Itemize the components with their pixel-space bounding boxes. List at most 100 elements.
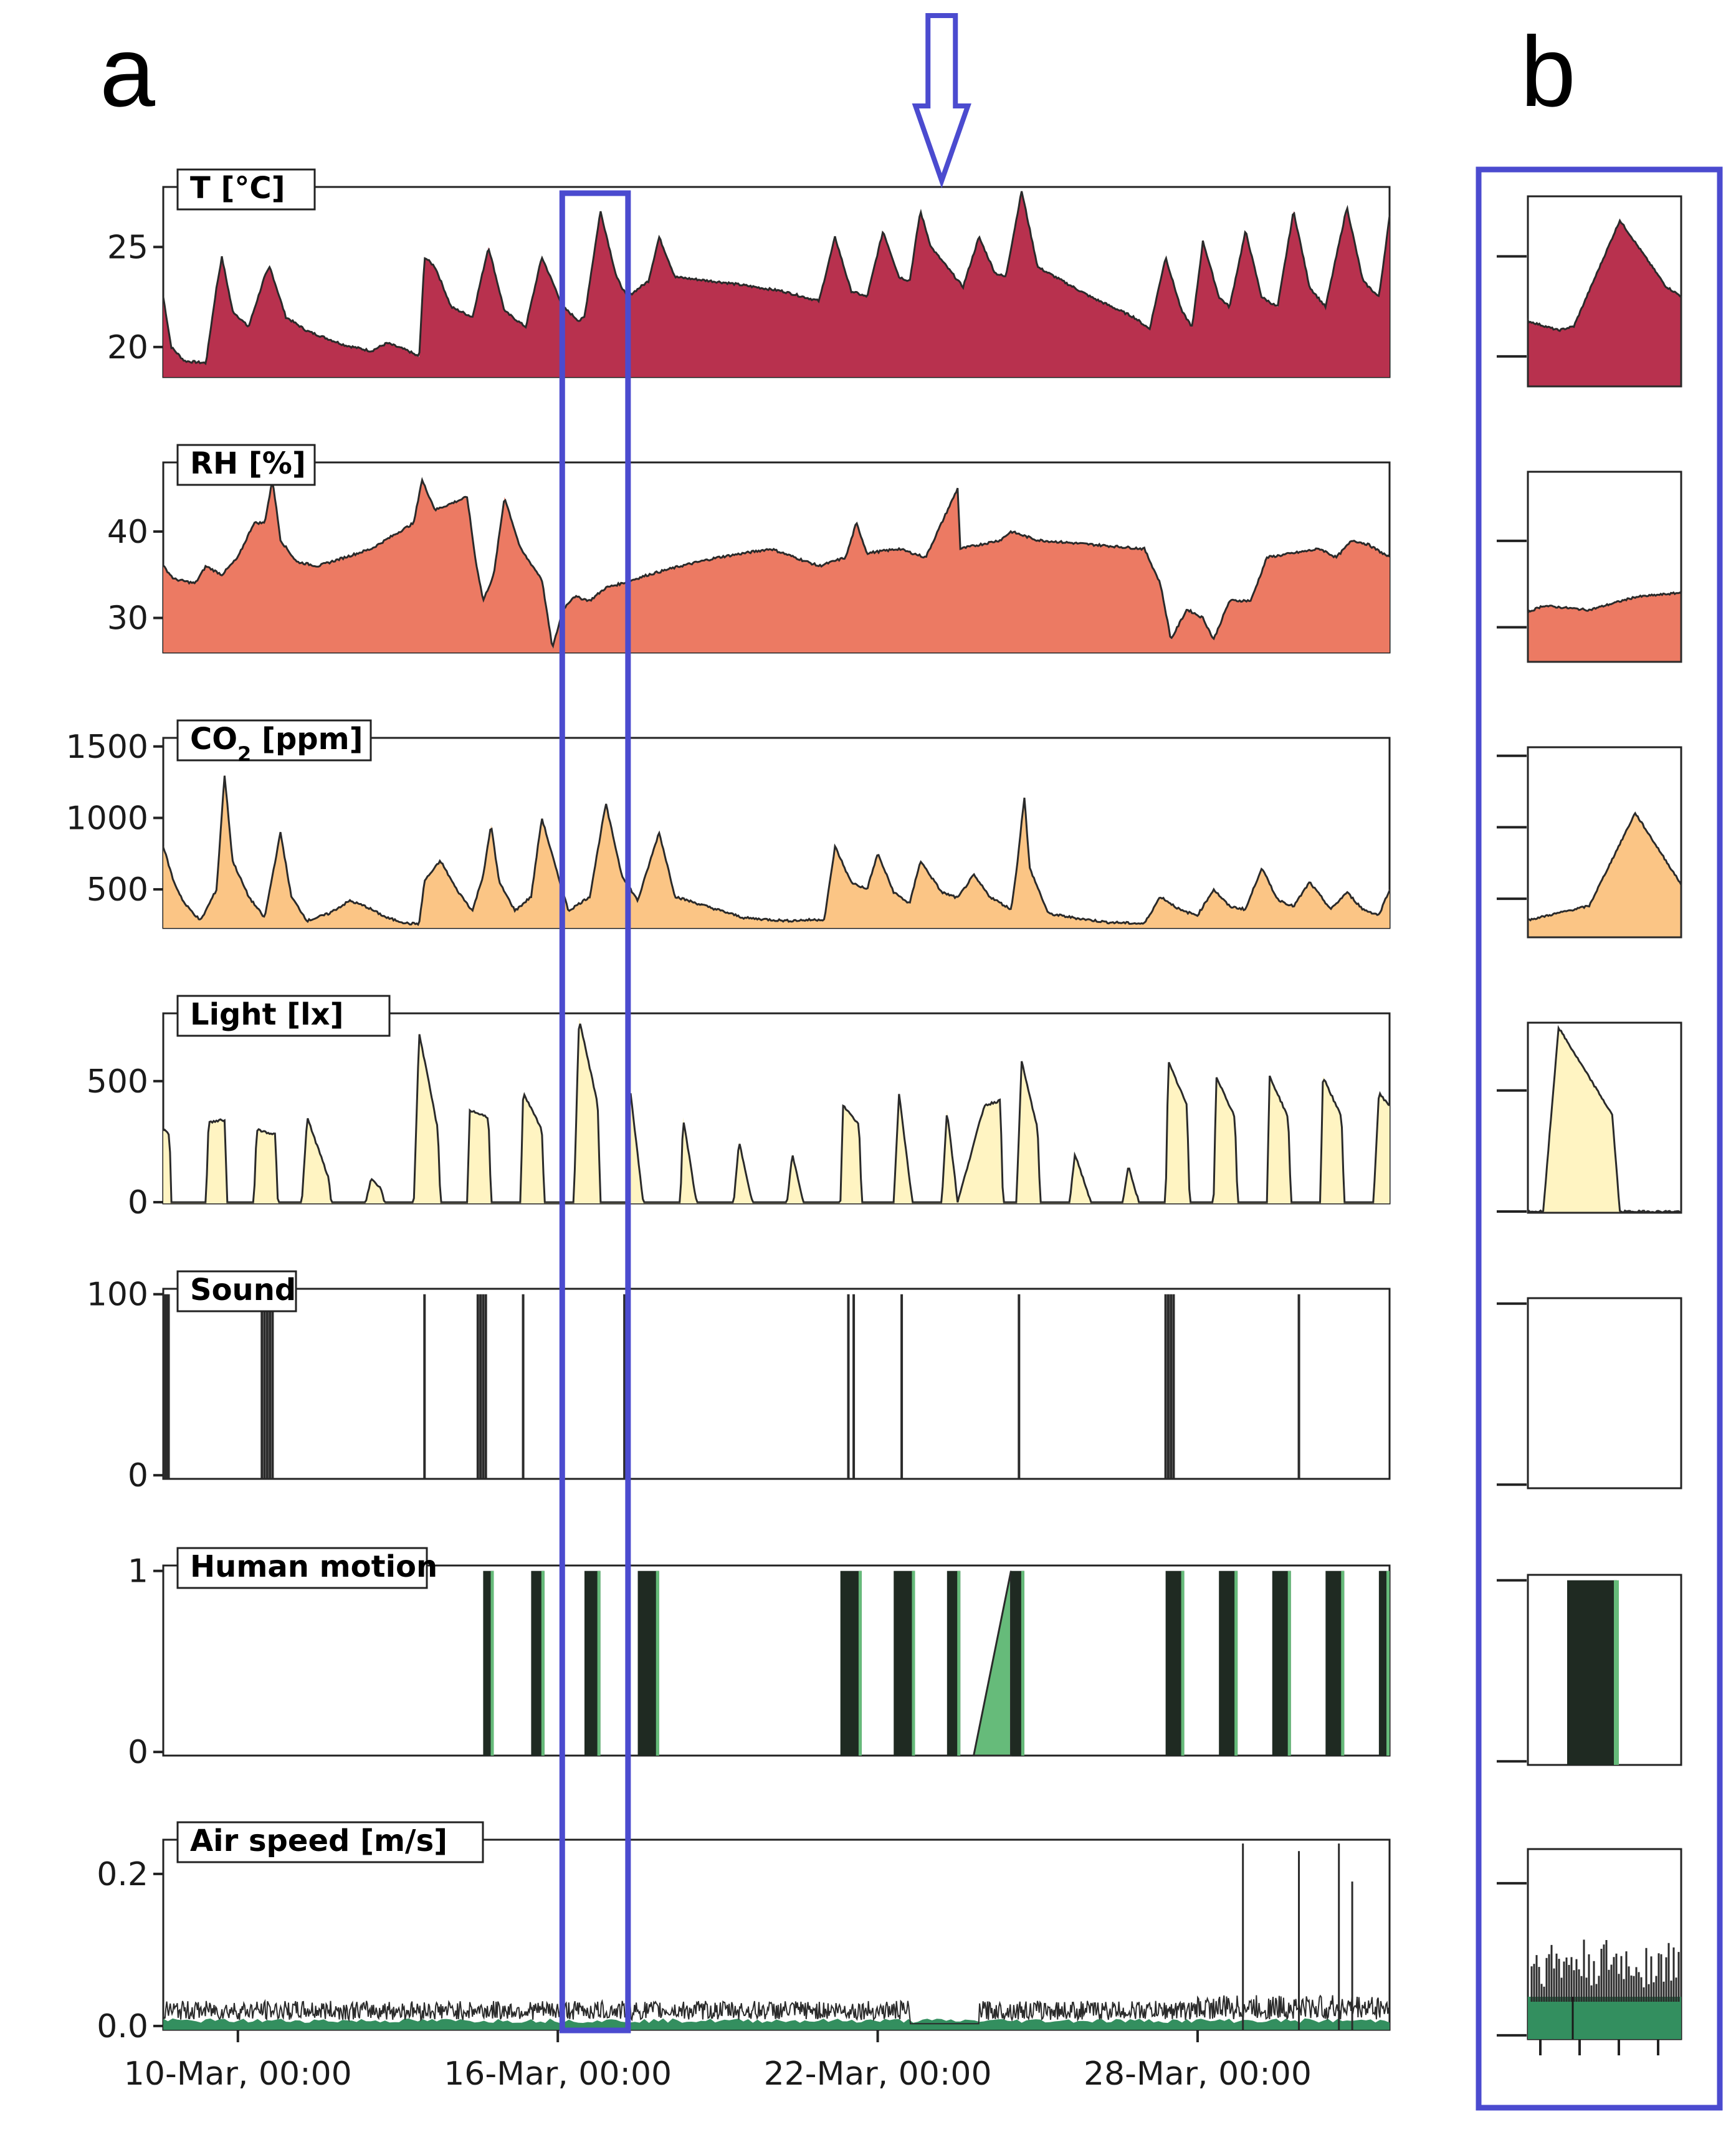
- y-tick-label: 500: [87, 1063, 148, 1101]
- title-text: Human motion: [190, 1549, 437, 1584]
- title-box: [176, 1547, 428, 1589]
- light-title: Light [lx]: [176, 995, 391, 1037]
- motion-block-edge: [490, 1570, 494, 1756]
- panel-a-label: a: [100, 16, 155, 127]
- panel-rh: 30 40 RH [%]: [107, 444, 1391, 654]
- title-box: [176, 1821, 484, 1863]
- title-box: [176, 1270, 297, 1312]
- motion-block: [1011, 1570, 1024, 1756]
- rh-line: [162, 477, 1390, 649]
- motion-block-edge: [656, 1570, 659, 1756]
- co2-title: CO2 [ppm]: [176, 719, 372, 766]
- zoom-rh: [1497, 471, 1682, 663]
- motion-block-edge: [597, 1570, 601, 1756]
- panel-b-label: b: [1520, 16, 1576, 127]
- zoom-area: [1527, 591, 1682, 663]
- motion-block: [531, 1570, 545, 1756]
- x-tick-label: 28-Mar, 00:00: [1084, 2055, 1312, 2093]
- temp-line: [162, 191, 1391, 365]
- title-text: T [°C]: [190, 171, 285, 206]
- plot-frame: [162, 1012, 1391, 1205]
- rh-title: RH [%]: [176, 444, 316, 486]
- zoom-area: [1527, 218, 1682, 388]
- panel-co2: 500 1000 1500 CO2 [ppm]: [66, 719, 1391, 929]
- panel-sound: 0 100 Sound: [87, 1270, 1391, 1494]
- x-tick-label: 22-Mar, 00:00: [764, 2055, 992, 2093]
- y-tick-label: 20: [107, 329, 148, 366]
- title-box: [176, 168, 316, 211]
- y-tick-label: 1000: [66, 800, 148, 837]
- y-tick-label: 0: [128, 1734, 148, 1771]
- motion-title: Human motion: [176, 1547, 437, 1589]
- zoom-area: [1527, 1025, 1682, 1214]
- zoom-area: [1527, 811, 1682, 939]
- plot-frame: [162, 1838, 1391, 2031]
- motion-block-edge: [858, 1570, 862, 1756]
- panel-motion: 0 1 Human motion: [128, 1547, 1391, 1771]
- y-tick-label: 30: [107, 600, 148, 638]
- air-title: Air speed [m/s]: [176, 1821, 484, 1863]
- zoom-sound: [1497, 1297, 1682, 1489]
- title-text: Light [lx]: [190, 997, 344, 1032]
- air-line: [163, 1994, 1390, 2025]
- down-arrow-icon: [912, 13, 971, 189]
- co2-line: [162, 775, 1391, 927]
- zoom-panel-frame: [1476, 166, 1723, 2111]
- shared-x-axis: 10-Mar, 00:00 16-Mar, 00:00 22-Mar, 00:00 2…: [124, 2030, 1312, 2093]
- zoom-light: [1497, 1021, 1682, 1214]
- zoom-air: [1497, 1848, 1682, 2040]
- motion-block-edge: [1181, 1570, 1185, 1756]
- title-box: [176, 995, 391, 1037]
- zoom-panels: [1497, 195, 1682, 2055]
- motion-block-edge: [1234, 1570, 1238, 1756]
- zoom-co2: [1497, 746, 1682, 939]
- subscript-2: 2: [237, 742, 251, 766]
- panel-air: 0.0 0.2 Air speed [m/s]: [97, 1821, 1391, 2045]
- motion-block: [894, 1570, 915, 1756]
- zoom-motion-block: [1567, 1580, 1617, 1765]
- x-tick-label: 16-Mar, 00:00: [444, 2055, 672, 2093]
- y-tick-label: 25: [107, 229, 148, 266]
- motion-block-edge: [1341, 1570, 1345, 1756]
- air-area: [163, 2018, 1390, 2030]
- motion-block: [947, 1570, 961, 1756]
- plot-frame: [162, 1564, 1391, 1757]
- zoom-motion-edge: [1614, 1580, 1619, 1765]
- zoom-frame: [1527, 1297, 1682, 1489]
- x-tick-label: 10-Mar, 00:00: [124, 2055, 352, 2093]
- plot-frame: [162, 737, 1391, 929]
- temp-area: [163, 191, 1390, 377]
- y-tick-label: 0: [128, 1184, 148, 1221]
- sound-title: Sound: [176, 1270, 297, 1312]
- title-text: RH [%]: [190, 446, 306, 481]
- title-box: [176, 719, 372, 762]
- motion-block-edge: [1386, 1570, 1390, 1756]
- co2-area: [163, 775, 1390, 928]
- motion-block-edge: [957, 1570, 961, 1756]
- temp-title: T [°C]: [176, 168, 316, 211]
- title-text: Air speed [m/s]: [190, 1824, 447, 1858]
- motion-block-edge: [912, 1570, 915, 1756]
- y-tick-label: 1: [128, 1553, 148, 1590]
- motion-block-edge: [1287, 1570, 1291, 1756]
- zoom-temp: [1497, 195, 1682, 388]
- panel-temp: 20 25 T [°C]: [107, 168, 1391, 378]
- title-text: Sound: [190, 1273, 296, 1307]
- y-tick-label: 0.2: [97, 1856, 148, 1893]
- y-tick-label: 40: [107, 514, 148, 551]
- light-line: [163, 1023, 1390, 1203]
- motion-block-edge: [1021, 1570, 1024, 1756]
- panel-light: 0 500 Light [lx]: [87, 995, 1391, 1221]
- motion-block: [840, 1570, 862, 1756]
- plot-frame: [162, 1288, 1391, 1480]
- y-tick-label: 0.0: [97, 2008, 148, 2045]
- zoom-motion: [1497, 1574, 1682, 1766]
- y-tick-label: 500: [87, 871, 148, 909]
- zoom-air-area: [1528, 1997, 1681, 2039]
- y-tick-label: 1500: [66, 729, 148, 766]
- motion-block: [637, 1570, 659, 1756]
- highlight-window: [559, 190, 631, 2034]
- motion-block-edge: [541, 1570, 545, 1756]
